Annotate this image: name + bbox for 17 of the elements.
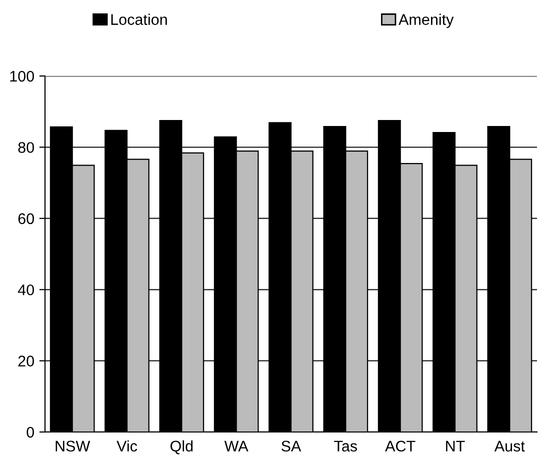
x-tick-label: Aust	[494, 440, 525, 452]
y-tick-label: 0	[26, 426, 34, 438]
legend-label: Location	[111, 14, 167, 25]
y-tick-label: 80	[18, 142, 34, 153]
y-tick-label: 100	[10, 70, 34, 82]
y-tick-label: 40	[18, 284, 34, 296]
x-tick-label: NSW	[56, 440, 90, 452]
y-tick-label: 60	[18, 213, 34, 224]
legend-label: Amenity	[398, 14, 454, 28]
x-tick-label: Qld	[170, 440, 193, 454]
x-tick-label: SA	[282, 440, 302, 452]
x-tick-label: NT	[446, 440, 465, 452]
x-tick-label: Tas	[334, 440, 357, 452]
y-tick-label: 20	[18, 356, 34, 366]
x-tick-label: ACT	[385, 440, 416, 452]
x-tick-label: Vic	[116, 440, 138, 452]
x-tick-label: WA	[224, 440, 248, 452]
